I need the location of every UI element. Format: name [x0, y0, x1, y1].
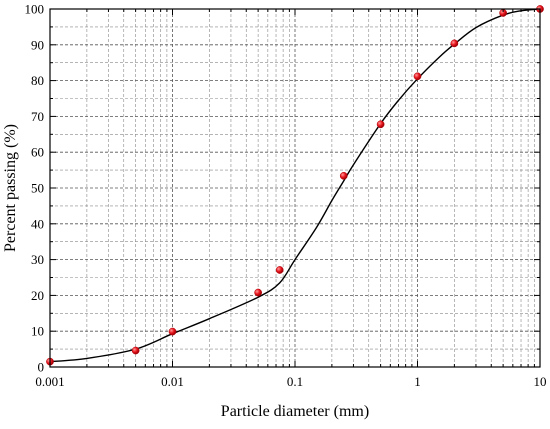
grid-lines — [50, 9, 540, 367]
fit-curve — [49, 8, 541, 363]
y-tick-label: 70 — [31, 109, 44, 124]
y-tick-label: 20 — [31, 288, 44, 303]
x-tick-label: 0.1 — [287, 374, 303, 389]
data-point — [339, 171, 348, 180]
y-tick-label: 30 — [31, 252, 44, 267]
y-axis-label: Percent passing (%) — [2, 124, 19, 252]
fit-curve-layer — [49, 8, 541, 363]
x-tick-label: 1 — [414, 374, 421, 389]
x-tick-label: 0.01 — [161, 374, 184, 389]
data-point — [376, 120, 385, 129]
y-tick-label: 0 — [38, 360, 45, 375]
axis-ticks — [50, 9, 540, 367]
y-tick-label: 80 — [31, 73, 44, 88]
data-point — [254, 288, 262, 297]
y-tick-label: 90 — [31, 37, 44, 52]
y-tick-label: 60 — [31, 145, 44, 160]
data-point — [131, 346, 140, 355]
x-axis-label: Particle diameter (mm) — [221, 403, 369, 420]
y-tick-label: 40 — [31, 216, 44, 231]
data-point — [275, 266, 284, 274]
data-point — [413, 72, 422, 81]
y-tick-label: 50 — [31, 181, 44, 196]
x-tick-label: 0.001 — [35, 374, 64, 389]
x-tick-label: 10 — [534, 374, 547, 389]
data-point — [168, 327, 177, 336]
y-tick-label: 10 — [31, 324, 44, 339]
y-tick-label: 100 — [25, 2, 45, 17]
data-point — [450, 39, 459, 48]
